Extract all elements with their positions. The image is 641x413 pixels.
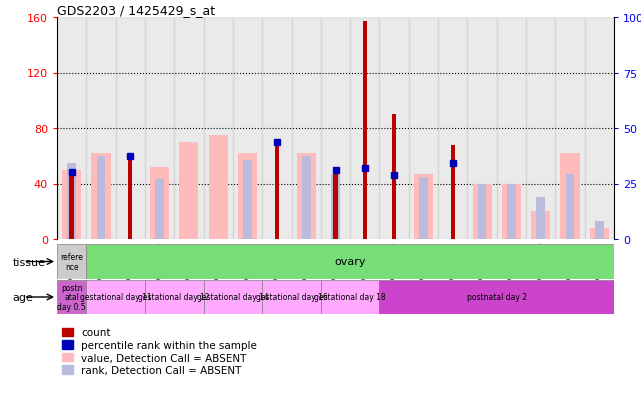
Bar: [507, 184, 516, 240]
Bar: [204, 18, 233, 240]
Bar: [69, 173, 74, 240]
Bar: [97, 157, 105, 240]
Bar: [555, 18, 585, 240]
Bar: [155, 180, 164, 240]
Bar: [531, 212, 550, 240]
Bar: [419, 177, 428, 240]
Bar: [128, 157, 133, 240]
Bar: [115, 18, 145, 240]
Bar: [67, 163, 76, 240]
Legend: count, percentile rank within the sample, value, Detection Call = ABSENT, rank, : count, percentile rank within the sample…: [62, 328, 257, 375]
Bar: [595, 221, 604, 240]
Text: gestational day 16: gestational day 16: [256, 293, 328, 302]
Bar: [179, 142, 199, 240]
Bar: [321, 280, 379, 314]
Bar: [526, 18, 555, 240]
Bar: [392, 115, 396, 240]
Text: tissue: tissue: [13, 257, 46, 267]
Bar: [537, 198, 545, 240]
Bar: [233, 18, 262, 240]
Bar: [262, 280, 321, 314]
Text: gestational day 11: gestational day 11: [80, 293, 151, 302]
Bar: [467, 18, 497, 240]
Text: ovary: ovary: [335, 257, 366, 267]
Bar: [204, 280, 262, 314]
Bar: [150, 167, 169, 240]
Bar: [472, 184, 492, 240]
Bar: [243, 161, 252, 240]
Bar: [333, 170, 338, 240]
Bar: [379, 18, 409, 240]
Bar: [87, 280, 145, 314]
Bar: [57, 18, 87, 240]
Text: age: age: [13, 292, 34, 302]
Bar: [502, 184, 521, 240]
Bar: [209, 135, 228, 240]
Bar: [585, 18, 614, 240]
Bar: [560, 154, 579, 240]
Bar: [590, 228, 609, 240]
Bar: [565, 174, 574, 240]
Bar: [451, 145, 455, 240]
Bar: [292, 18, 321, 240]
Bar: [87, 18, 115, 240]
Bar: [92, 154, 110, 240]
Text: postnatal day 2: postnatal day 2: [467, 293, 527, 302]
Bar: [414, 174, 433, 240]
Text: postn
atal
day 0.5: postn atal day 0.5: [57, 283, 86, 311]
Text: GDS2203 / 1425429_s_at: GDS2203 / 1425429_s_at: [57, 4, 215, 17]
Bar: [62, 170, 81, 240]
Bar: [321, 18, 350, 240]
Bar: [57, 244, 87, 279]
Bar: [331, 174, 340, 240]
Text: gestational day 12: gestational day 12: [138, 293, 210, 302]
Bar: [497, 18, 526, 240]
Bar: [145, 280, 204, 314]
Bar: [238, 154, 257, 240]
Bar: [297, 154, 316, 240]
Bar: [438, 18, 467, 240]
Bar: [478, 184, 487, 240]
Bar: [350, 18, 379, 240]
Bar: [379, 280, 614, 314]
Bar: [409, 18, 438, 240]
Text: refere
nce: refere nce: [60, 252, 83, 271]
Text: gestational day 18: gestational day 18: [314, 293, 386, 302]
Bar: [275, 142, 279, 240]
Bar: [145, 18, 174, 240]
Bar: [57, 280, 87, 314]
Bar: [262, 18, 292, 240]
Bar: [302, 157, 311, 240]
Bar: [363, 22, 367, 240]
Bar: [174, 18, 204, 240]
Text: gestational day 14: gestational day 14: [197, 293, 269, 302]
